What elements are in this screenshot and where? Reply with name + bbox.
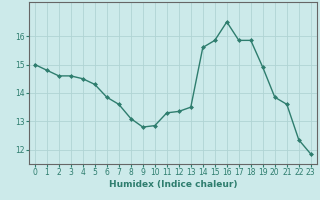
X-axis label: Humidex (Indice chaleur): Humidex (Indice chaleur): [108, 180, 237, 189]
